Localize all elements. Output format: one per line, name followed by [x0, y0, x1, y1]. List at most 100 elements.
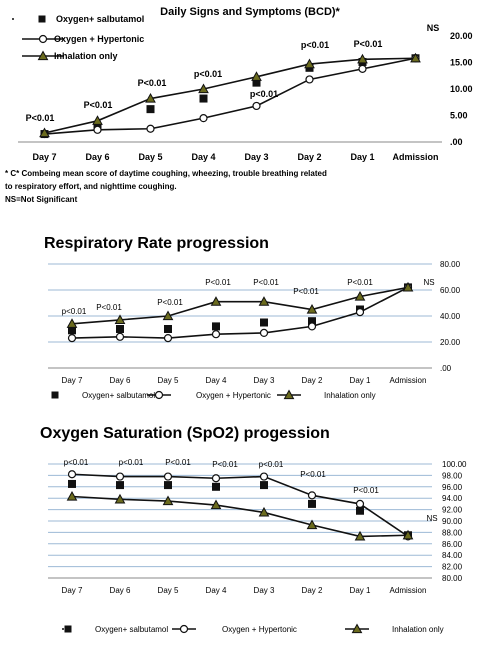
chart3-xtick-label: Day 1: [350, 586, 371, 595]
chart1-footnote-line2: to respiratory effort, and nighttime cou…: [5, 182, 177, 191]
chart3-plot: 80.00 82.00 84.00 86.00 88.00 90.00 92.00 94.00…: [48, 458, 467, 634]
chart2-point-square: [164, 325, 172, 333]
chart3-xtick-label: Day 6: [110, 586, 131, 595]
chart2-point-square: [308, 317, 316, 326]
chart3-annotation: P<0.01: [300, 470, 326, 479]
chart1-xtick-label: Day 7: [32, 152, 56, 162]
chart2-point-circle: [259, 328, 269, 337]
chart3-point-circle: [211, 474, 221, 483]
chart2-legend-marker-square: [51, 391, 59, 399]
chart1-point-triangle: [39, 127, 50, 138]
chart3-legend-marker-triangle: [351, 623, 363, 634]
chart2-legend-marker-triangle: [283, 389, 295, 400]
chart1-point-triangle: [304, 58, 315, 69]
chart1-legend-marker-circle: [38, 34, 48, 44]
chart2-annotation: P<0.01: [205, 278, 231, 287]
chart3-annotation: P<0.01: [353, 486, 379, 495]
chart2-annotation: P<0.01: [293, 287, 319, 296]
chart2-ytick-label: 20.00: [440, 338, 461, 347]
chart1-legend-marker-triangle: [37, 50, 49, 61]
chart3-annotation: p<0.01: [119, 458, 144, 467]
chart1-annotation: P<0.01: [26, 113, 55, 123]
chart3-point-circle: [259, 472, 269, 481]
chart2-annotation: NS: [423, 278, 434, 287]
chart2-point-square: [116, 325, 124, 333]
chart2-point-square: [68, 326, 76, 335]
chart3-series-triangle-line: [71, 495, 409, 538]
chart1-legend-label: Oxygen+ salbutamol: [56, 14, 144, 24]
chart2-annotation: P<0.01: [347, 278, 373, 287]
chart3-point-square: [116, 481, 124, 490]
chart1-legend-label: Oxygen + Hypertonic: [54, 34, 144, 44]
chart3-point-triangle: [66, 490, 78, 501]
chart1-point-triangle: [198, 83, 209, 94]
chart1-point-circle: [93, 125, 102, 134]
chart2-point-triangle: [162, 310, 174, 321]
chart1-plot: .00 5.00 10.00 15.00 20.00 Day 7 Day 6 Day 5 Day…: [12, 14, 473, 162]
chart3-legend-label: Oxygen + Hypertonic: [222, 625, 297, 634]
chart3-series-circle-line: [71, 473, 409, 538]
chart3-legend-label: Oxygen+ salbutamol: [95, 625, 168, 634]
chart3-legend-marker-square: [64, 625, 72, 633]
chart1-footnote-line1: * C* Combeing mean score of daytime coug…: [5, 169, 327, 178]
chart3-ytick-label: 86.00: [442, 540, 463, 549]
chart1-ytick-label: 10.00: [450, 84, 473, 94]
chart2-point-triangle: [210, 296, 222, 306]
chart3-ytick-label: 96.00: [442, 483, 463, 492]
chart1-ytick-label: .00: [450, 137, 463, 147]
chart3-point-triangle: [210, 499, 222, 510]
chart3-point-square: [212, 482, 220, 491]
chart3-ytick-label: 100.00: [442, 460, 467, 469]
chart1-series-circle-line: [44, 57, 416, 135]
chart1-legend-label: Inhalation only: [54, 51, 118, 61]
chart3-xtick-label: Day 2: [302, 586, 323, 595]
chart3-xtick-label: Admission: [390, 586, 427, 595]
chart2-point-circle: [211, 330, 221, 339]
chart1-xtick-label: Day 1: [350, 152, 374, 162]
chart2-point-triangle: [258, 296, 270, 306]
chart3-annotation: NS: [426, 514, 437, 523]
chart3-ytick-label: 84.00: [442, 551, 463, 560]
chart3-ytick-label: 98.00: [442, 471, 463, 480]
chart3-ytick-label: 94.00: [442, 494, 463, 503]
chart2-xtick-label: Admission: [390, 376, 427, 385]
chart1-ytick-label: 20.00: [450, 31, 473, 41]
chart3-point-circle: [355, 499, 365, 508]
chart1-point-square: [199, 94, 208, 103]
chart2-legend-label: Oxygen + Hypertonic: [196, 391, 271, 400]
chart1-point-circle: [252, 101, 261, 111]
chart3-annotation: P<0.01: [212, 460, 238, 469]
chart3-point-triangle: [258, 506, 270, 517]
chart1-point-triangle: [410, 52, 421, 63]
chart1-point-square: [252, 78, 261, 87]
chart2-point-square: [260, 318, 268, 327]
chart1-annotation: P<0.01: [84, 100, 113, 110]
chart2-point-triangle: [306, 303, 318, 314]
chart1-annotation: NS: [427, 23, 440, 33]
chart1-title: Daily Signs and Symptoms (BCD)*: [160, 6, 340, 18]
chart3-point-circle: [67, 470, 77, 479]
chart3-point-square: [356, 506, 364, 515]
chart1-point-triangle: [357, 53, 368, 64]
chart1-annotation: p<0.01: [250, 89, 278, 99]
chart3-ytick-label: 92.00: [442, 506, 463, 515]
chart2-xtick-label: Day 7: [62, 376, 83, 385]
chart2-legend-marker-circle: [154, 390, 164, 400]
chart3-xtick-label: Day 5: [158, 586, 179, 595]
chart3-legend-label: Inhalation only: [392, 625, 444, 634]
chart3-legend-marker-circle: [179, 624, 189, 634]
chart1-series-triangle-line: [44, 57, 416, 134]
chart1-point-triangle: [145, 93, 156, 103]
chart3-point-circle: [307, 491, 317, 500]
chart3-point-triangle: [306, 519, 318, 530]
chart3-ytick-label: 90.00: [442, 517, 463, 526]
chart3-xtick-label: Day 3: [254, 586, 275, 595]
chart3-xtick-label: Day 7: [62, 586, 83, 595]
chart1-xtick-label: Day 5: [138, 152, 162, 162]
chart3-point-circle: [115, 472, 125, 481]
chart2-xtick-label: Day 5: [158, 376, 179, 385]
chart1-point-circle: [199, 114, 208, 123]
chart3-xtick-label: Day 4: [206, 586, 227, 595]
chart1-footnote-line3: NS=Not Significant: [5, 195, 78, 204]
chart1-xtick-label: Day 4: [191, 152, 215, 162]
